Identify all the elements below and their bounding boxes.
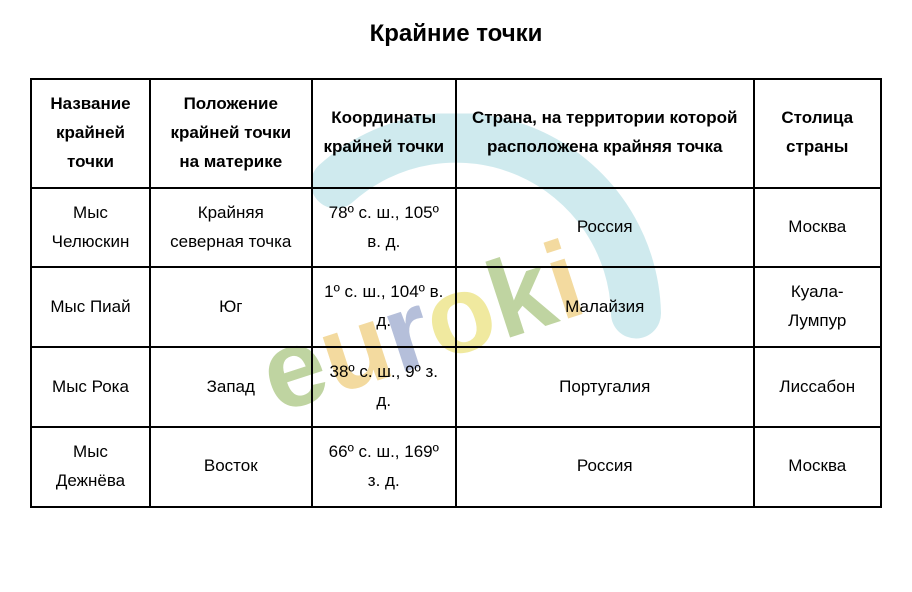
cell-name: Мыс Дежнёва [31,427,150,507]
cell-coords: 38º с. ш., 9º з. д. [312,347,457,427]
col-header-coords: Координаты крайней точки [312,79,457,188]
cell-capital: Лиссабон [754,347,882,427]
cell-capital: Москва [754,427,882,507]
page-title: Крайние точки [30,20,882,48]
table-row: Мыс Рока Запад 38º с. ш., 9º з. д. Порту… [31,347,881,427]
extreme-points-table: Название крайней точки Положение крайней… [30,78,882,508]
cell-coords: 66º с. ш., 169º з. д. [312,427,457,507]
col-header-capital: Столица страны [754,79,882,188]
cell-position: Крайняя северная точка [150,188,312,268]
cell-position: Восток [150,427,312,507]
cell-country: Россия [456,427,754,507]
col-header-country: Страна, на территории которой расположен… [456,79,754,188]
cell-country: Россия [456,188,754,268]
col-header-position: Положение крайней точки на материке [150,79,312,188]
cell-coords: 1º с. ш., 104º в. д. [312,267,457,347]
cell-name: Мыс Челюскин [31,188,150,268]
table-header-row: Название крайней точки Положение крайней… [31,79,881,188]
table-row: Мыс Пиай Юг 1º с. ш., 104º в. д. Малайзи… [31,267,881,347]
cell-capital: Куала-Лумпур [754,267,882,347]
cell-coords: 78º с. ш., 105º в. д. [312,188,457,268]
col-header-name: Название крайней точки [31,79,150,188]
cell-position: Юг [150,267,312,347]
table-row: Мыс Челюскин Крайняя северная точка 78º … [31,188,881,268]
table-row: Мыс Дежнёва Восток 66º с. ш., 169º з. д.… [31,427,881,507]
cell-name: Мыс Пиай [31,267,150,347]
cell-country: Португалия [456,347,754,427]
table-container: Название крайней точки Положение крайней… [30,78,882,508]
cell-name: Мыс Рока [31,347,150,427]
cell-capital: Москва [754,188,882,268]
cell-position: Запад [150,347,312,427]
cell-country: Малайзия [456,267,754,347]
